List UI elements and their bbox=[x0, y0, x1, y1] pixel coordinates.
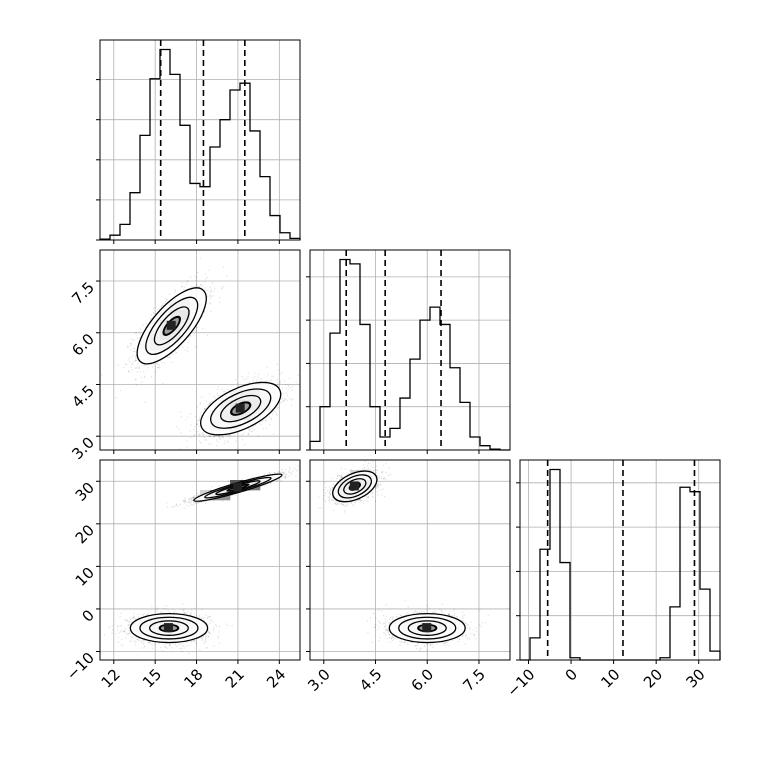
panel-content bbox=[103, 465, 300, 655]
x-tick-label: 0 bbox=[562, 665, 581, 684]
x-tick-label: 24 bbox=[263, 665, 289, 691]
x-tick-label: 18 bbox=[180, 665, 206, 691]
y-tick-label: 6.0 bbox=[68, 330, 98, 360]
x-tick-label: 30 bbox=[683, 665, 709, 691]
axes-frame bbox=[99, 459, 301, 661]
axes-frame bbox=[309, 459, 511, 661]
histogram-step-line bbox=[99, 48, 301, 240]
histogram-panel-1 bbox=[306, 249, 511, 454]
density-peak bbox=[349, 481, 359, 491]
y-tick-label: 20 bbox=[72, 521, 98, 547]
x-tick-label: 4.5 bbox=[356, 665, 386, 695]
contour-line bbox=[153, 306, 190, 346]
contour-line bbox=[149, 620, 189, 636]
axes-frame bbox=[519, 459, 721, 661]
axes-frame bbox=[99, 249, 301, 451]
histogram-panel-2: −10 0 10 20 30 bbox=[503, 459, 721, 700]
contour-line bbox=[210, 388, 272, 429]
density-peak bbox=[166, 320, 176, 330]
y-tick-label: 10 bbox=[72, 564, 98, 590]
x-tick-label: 10 bbox=[597, 665, 623, 691]
histogram-panel-0 bbox=[96, 39, 301, 244]
density-peak bbox=[232, 482, 242, 492]
axes-frame bbox=[309, 249, 511, 451]
x-tick-label: 6.0 bbox=[408, 665, 438, 695]
x-tick-label: 21 bbox=[222, 665, 248, 691]
y-tick-label: 30 bbox=[72, 479, 98, 505]
axes-frame bbox=[99, 39, 301, 241]
x-tick-label: 15 bbox=[139, 665, 165, 691]
contour-line bbox=[407, 620, 447, 636]
contour-line bbox=[343, 478, 367, 495]
histogram-step-line bbox=[309, 258, 510, 451]
x-tick-label: 12 bbox=[98, 665, 124, 691]
y-tick-label: −10 bbox=[63, 649, 98, 684]
contour-line bbox=[139, 616, 199, 640]
y-tick-label: 0 bbox=[79, 606, 98, 625]
y-tick-label: 4.5 bbox=[68, 382, 98, 412]
x-tick-label: 7.5 bbox=[459, 665, 489, 695]
contour-line bbox=[337, 474, 373, 499]
contour-line bbox=[145, 296, 199, 355]
x-tick-label: 20 bbox=[640, 665, 666, 691]
density-peak bbox=[422, 623, 432, 633]
panel-content bbox=[101, 257, 299, 450]
panel-content bbox=[318, 460, 489, 652]
y-tick-label: 3.0 bbox=[68, 433, 98, 463]
density-peak bbox=[163, 623, 173, 633]
x-tick-label: −10 bbox=[503, 665, 538, 700]
x-tick-label: 3.0 bbox=[304, 665, 334, 695]
scatter-panel-0: 3.0 4.5 6.0 7.5 bbox=[68, 249, 301, 463]
y-tick-label: 7.5 bbox=[68, 278, 98, 308]
scatter-panel-1: −10 0 10 20 30 12 15 18 21 24 bbox=[63, 459, 301, 692]
contour-line bbox=[398, 616, 457, 640]
contour-line bbox=[220, 394, 262, 423]
scatter-panel-2: 3.0 4.5 6.0 7.5 bbox=[304, 459, 511, 695]
histogram-step-line bbox=[520, 468, 721, 661]
density-peak bbox=[235, 403, 245, 413]
